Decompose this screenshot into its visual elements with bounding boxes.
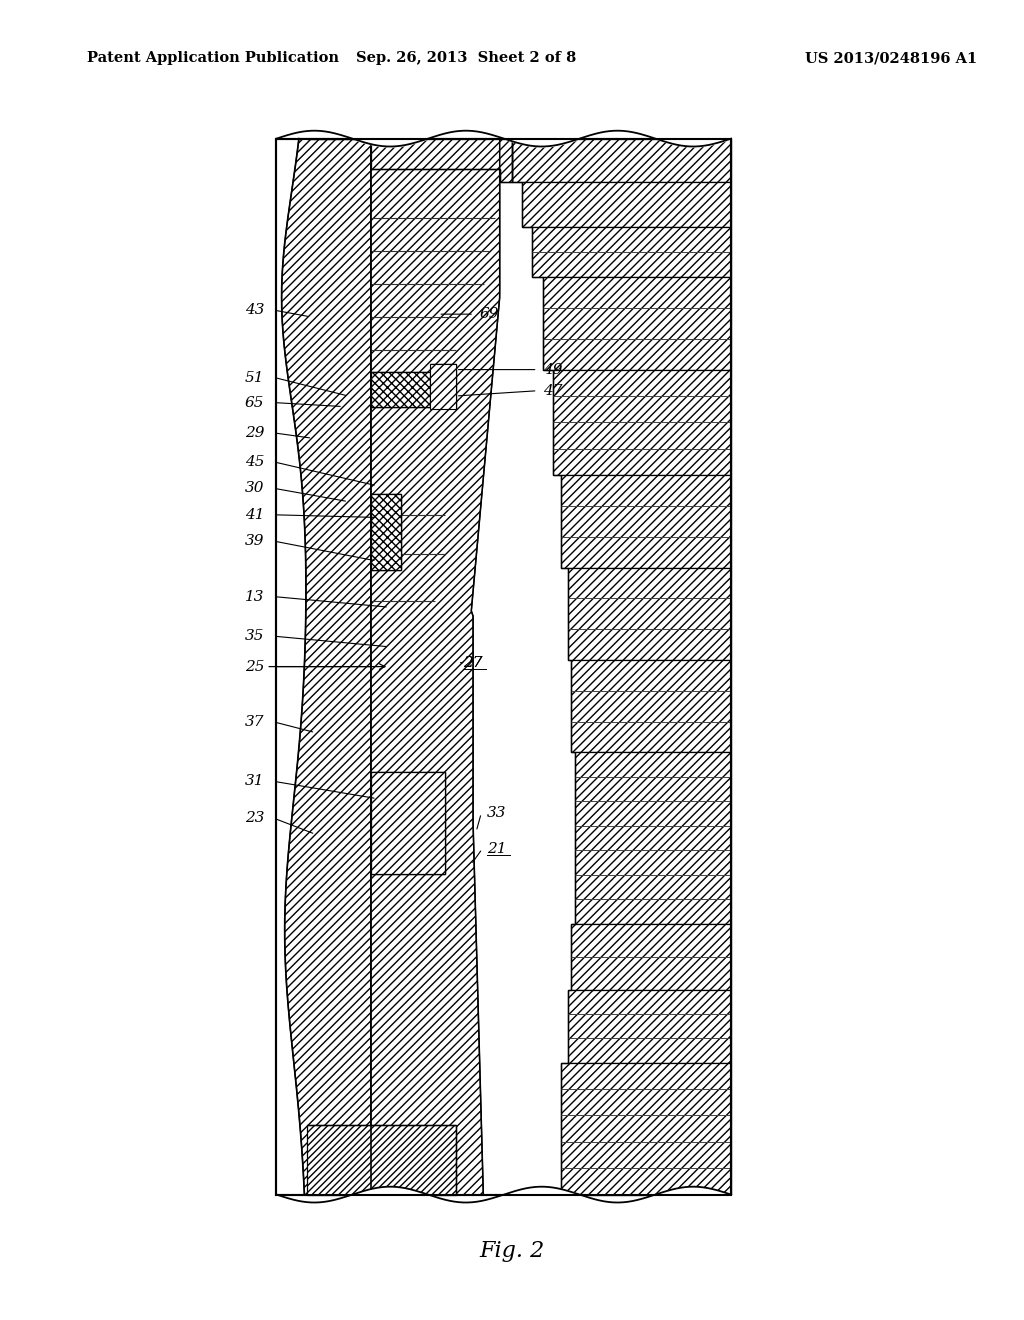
Text: 30: 30 (245, 482, 264, 495)
Polygon shape (282, 139, 371, 1195)
Polygon shape (371, 139, 500, 1195)
Polygon shape (371, 494, 401, 570)
Polygon shape (543, 277, 731, 370)
Text: 49: 49 (543, 363, 562, 376)
Text: 43: 43 (245, 304, 264, 317)
Text: 37: 37 (245, 715, 264, 729)
Text: 41: 41 (245, 508, 264, 521)
Text: 27: 27 (463, 656, 482, 669)
Polygon shape (571, 924, 731, 990)
Text: 35: 35 (245, 630, 264, 643)
Polygon shape (568, 568, 731, 660)
Polygon shape (561, 475, 731, 568)
Polygon shape (571, 660, 731, 752)
Text: 45: 45 (245, 455, 264, 469)
Polygon shape (307, 1125, 456, 1195)
Text: 23: 23 (245, 812, 264, 825)
Text: 39: 39 (245, 535, 264, 548)
Polygon shape (512, 139, 731, 182)
Polygon shape (307, 139, 512, 182)
Text: Fig. 2: Fig. 2 (479, 1241, 545, 1262)
Text: 69: 69 (479, 308, 499, 321)
Text: 65: 65 (245, 396, 264, 409)
Text: 31: 31 (245, 775, 264, 788)
Text: 47: 47 (543, 384, 562, 397)
Polygon shape (575, 752, 731, 924)
Text: 33: 33 (486, 807, 506, 820)
Bar (276, 139, 731, 1195)
Polygon shape (371, 372, 430, 407)
Text: Patent Application Publication: Patent Application Publication (87, 51, 339, 65)
Text: 27: 27 (463, 656, 482, 669)
Bar (276, 139, 731, 1195)
Polygon shape (568, 990, 731, 1063)
Polygon shape (532, 227, 731, 277)
Text: 21: 21 (487, 842, 507, 855)
Text: 13: 13 (245, 590, 264, 603)
Text: 51: 51 (245, 371, 264, 384)
Polygon shape (561, 1063, 731, 1195)
Polygon shape (430, 364, 456, 409)
Polygon shape (553, 370, 731, 475)
Text: 29: 29 (245, 426, 264, 440)
Polygon shape (371, 772, 445, 874)
Polygon shape (522, 182, 731, 227)
Text: 25: 25 (245, 660, 264, 673)
Text: Sep. 26, 2013  Sheet 2 of 8: Sep. 26, 2013 Sheet 2 of 8 (355, 51, 577, 65)
Text: US 2013/0248196 A1: US 2013/0248196 A1 (805, 51, 977, 65)
